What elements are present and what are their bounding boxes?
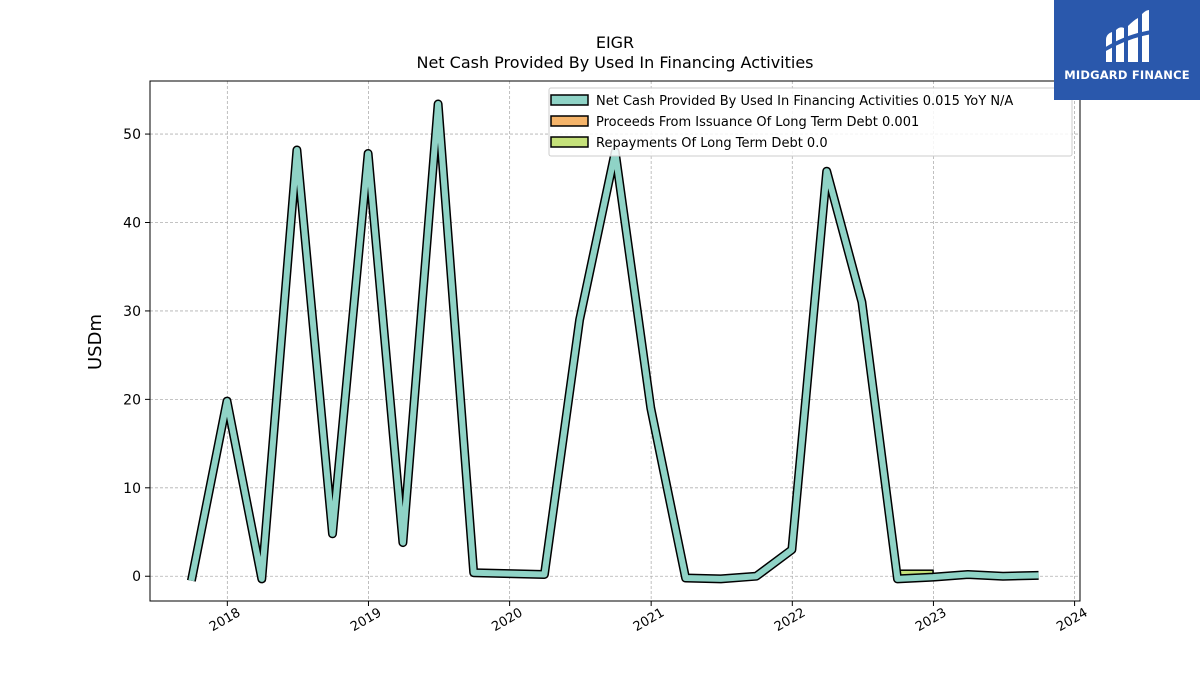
x-tick-label: 2020 <box>489 605 525 635</box>
legend: Net Cash Provided By Used In Financing A… <box>548 87 1073 157</box>
plot-frame <box>149 80 1081 602</box>
legend-label: Net Cash Provided By Used In Financing A… <box>596 94 1013 109</box>
x-tick-label: 2018 <box>207 605 243 635</box>
x-tick-label: 2023 <box>913 605 949 635</box>
legend-swatch <box>550 115 589 127</box>
midgard-logo-icon <box>1104 10 1152 62</box>
brand-logo: MIDGARD FINANCE <box>1054 0 1200 100</box>
chart-title: EIGR <box>596 33 634 52</box>
y-tick-label: 10 <box>123 481 141 497</box>
y-tick-label: 30 <box>123 304 141 320</box>
legend-label: Proceeds From Issuance Of Long Term Debt… <box>596 115 919 130</box>
y-tick-label: 20 <box>123 392 141 408</box>
x-tick-label: 2022 <box>772 605 808 635</box>
series-line-outline <box>186 99 1039 584</box>
y-tick-label: 50 <box>123 127 141 143</box>
chart-subtitle: Net Cash Provided By Used In Financing A… <box>416 53 813 72</box>
brand-name: MIDGARD FINANCE <box>1064 68 1190 82</box>
y-tick-label: 0 <box>132 569 141 585</box>
x-tick-label: 2019 <box>348 605 384 635</box>
x-tick-label: 2024 <box>1054 605 1090 635</box>
legend-label: Repayments Of Long Term Debt 0.0 <box>596 136 828 151</box>
legend-box <box>548 87 1073 157</box>
x-tick-label: 2021 <box>631 605 667 635</box>
legend-swatch <box>550 94 589 106</box>
y-tick-label: 40 <box>123 215 141 231</box>
line-series <box>186 99 1039 584</box>
legend-swatch <box>550 136 589 148</box>
y-axis-label: USDm <box>85 314 106 370</box>
